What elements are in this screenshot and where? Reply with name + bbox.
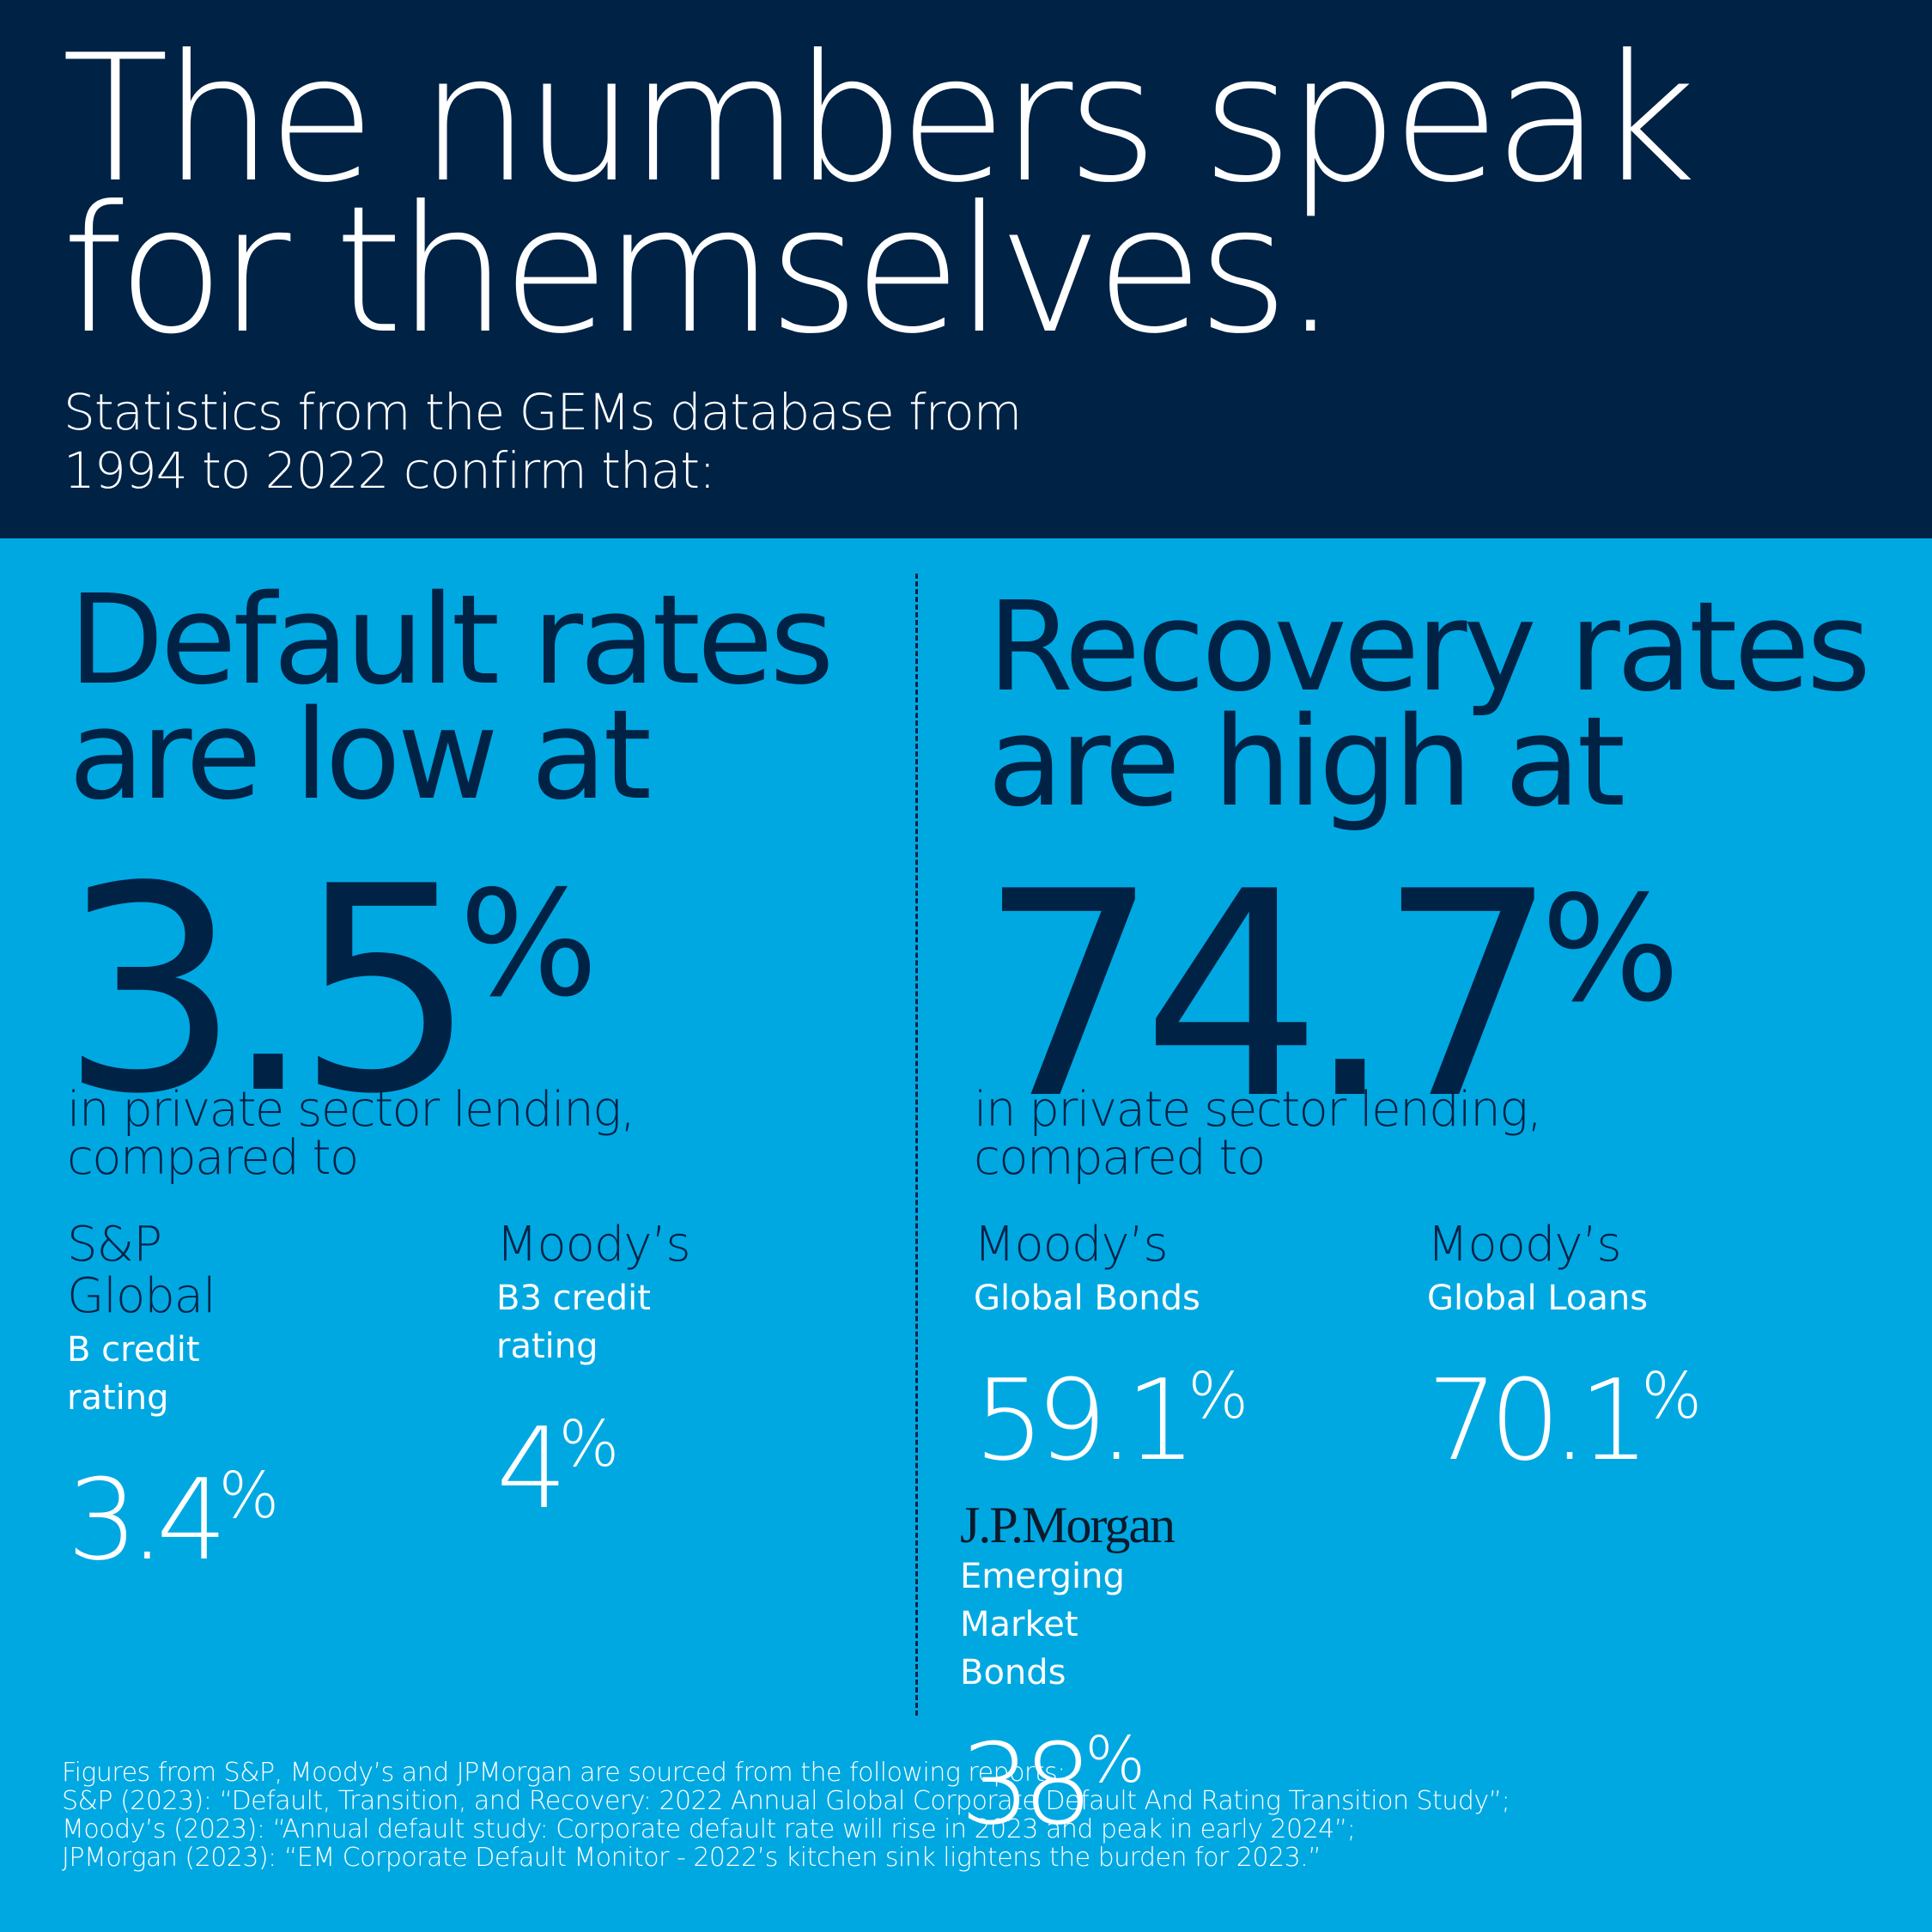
stat-sp-global: S&P Global B credit rating 3.4% <box>67 1217 279 1581</box>
default-rate-value: 3.5% <box>60 816 598 1133</box>
stat-detail: B3 credit rating <box>496 1279 651 1366</box>
recovery-desc-line-1: in private sector lending, <box>974 1082 1542 1138</box>
stat-number: 3.4 <box>67 1455 228 1585</box>
title-line-2: for themselves. <box>62 169 1339 373</box>
stat-value: 59.1% <box>974 1336 1249 1480</box>
default-rate-unit: % <box>459 860 598 1030</box>
stat-jpmorgan-em-bonds: J.P.Morgan Emerging Market Bonds 38% <box>960 1497 1176 1844</box>
recovery-desc-line-2: compared to <box>974 1130 1266 1186</box>
recovery-rate-number: 74.7 <box>979 831 1558 1161</box>
stat-moodys-global-loans: Moody’s Global Loans 70.1% <box>1427 1217 1702 1481</box>
footnote-line: Moody’s (2023): “Annual default study: C… <box>62 1814 1356 1844</box>
stat-detail: Global Loans <box>1427 1279 1649 1318</box>
page-title: The numbers speak for themselves. <box>62 33 1697 359</box>
subtitle-line-2: 1994 to 2022 confirm that: <box>64 441 716 500</box>
sources-footnote: Figures from S&P, Moody’s and JPMorgan a… <box>62 1759 1865 1872</box>
stat-unit: % <box>1188 1359 1249 1433</box>
stat-source: Moody’s <box>974 1217 1169 1273</box>
stat-unit: % <box>218 1459 280 1533</box>
stat-value: 70.1% <box>1427 1336 1702 1480</box>
default-rates-heading: Default rates are low at <box>69 578 893 817</box>
footnote-line: S&P (2023): “Default, Transition, and Re… <box>62 1786 1510 1816</box>
stat-unit: % <box>558 1407 620 1481</box>
default-heading-line-2: are low at <box>69 683 652 827</box>
stat-source: Moody’s <box>1427 1217 1622 1273</box>
recovery-heading-line-2: are high at <box>987 690 1625 834</box>
stat-unit: % <box>1084 1723 1145 1797</box>
default-description: in private sector lending, compared to <box>67 1086 840 1182</box>
footnote-line: JPMorgan (2023): “EM Corporate Default M… <box>62 1843 1321 1873</box>
stat-unit: % <box>1641 1359 1702 1433</box>
default-desc-line-2: compared to <box>67 1130 359 1186</box>
stat-moodys-global-bonds: Moody’s Global Bonds 59.1% <box>974 1217 1249 1481</box>
recovery-rate-value: 74.7% <box>979 821 1680 1138</box>
stat-detail: Emerging Market Bonds <box>960 1557 1125 1692</box>
default-rate-number: 3.5 <box>60 826 477 1156</box>
stat-value: 38% <box>960 1700 1174 1844</box>
default-desc-line-1: in private sector lending, <box>67 1082 635 1138</box>
stat-detail: B credit rating <box>67 1330 200 1418</box>
recovery-description: in private sector lending, compared to <box>974 1086 1747 1182</box>
subtitle-line-1: Statistics from the GEMs database from <box>64 383 1022 441</box>
stat-source: Moody’s <box>496 1217 691 1273</box>
stat-value: 3.4% <box>67 1436 279 1580</box>
stat-number: 59.1 <box>974 1355 1196 1485</box>
header-banner: The numbers speak for themselves. Statis… <box>0 0 1932 538</box>
subtitle: Statistics from the GEMs database from 1… <box>64 383 1180 500</box>
stat-moodys-b3: Moody’s B3 credit rating 4% <box>496 1217 691 1529</box>
stat-number: 4 <box>496 1403 568 1534</box>
stat-number: 70.1 <box>1427 1355 1649 1485</box>
stat-value: 4% <box>496 1384 690 1528</box>
stat-source: S&P Global <box>67 1217 216 1324</box>
stat-number: 38 <box>960 1719 1093 1850</box>
recovery-rate-unit: % <box>1540 865 1680 1035</box>
column-divider <box>915 574 918 1716</box>
footnote-line: Figures from S&P, Moody’s and JPMorgan a… <box>62 1758 1066 1788</box>
recovery-rates-heading: Recovery rates are high at <box>987 585 1915 823</box>
recovery-heading-line-1: Recovery rates <box>987 574 1871 719</box>
stat-detail: Global Bonds <box>974 1279 1200 1318</box>
title-line-1: The numbers speak <box>62 18 1697 222</box>
jpmorgan-logo: J.P.Morgan <box>960 1497 1176 1553</box>
default-heading-line-1: Default rates <box>69 568 834 712</box>
